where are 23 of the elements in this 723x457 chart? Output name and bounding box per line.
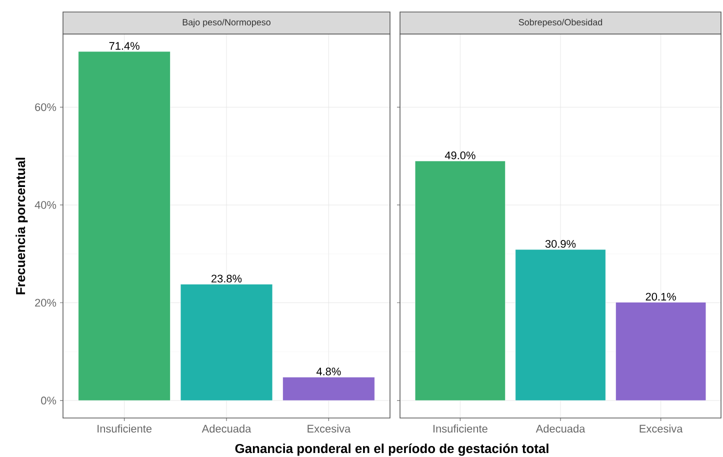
data-label: 20.1% — [646, 292, 676, 301]
y-axis-title: Frecuencia porcentual — [16, 158, 28, 294]
x-tick-label: Insuficiente — [98, 424, 152, 433]
y-tick-label: 60% — [35, 103, 56, 112]
data-label: 30.9% — [545, 240, 576, 248]
y-tick-label: 40% — [34, 201, 56, 209]
data-label: 23.8% — [212, 274, 242, 282]
chart-title: Bajo peso/Normopeso — [182, 18, 270, 28]
x-tick-label: Adecuada — [202, 424, 252, 433]
y-tick-label: 0% — [41, 396, 56, 404]
x-tick-label: Excesiva — [308, 424, 351, 433]
data-label: 4.8% — [316, 368, 341, 376]
bar — [78, 51, 170, 401]
x-tick-label: Adecuada — [536, 424, 586, 433]
data-label: 49.0% — [444, 152, 476, 160]
x-tick-label: Insuficiente — [433, 424, 488, 433]
y-tick-label: 20% — [35, 298, 56, 307]
x-tick-label: Excesiva — [640, 424, 683, 433]
x-axis-title: Ganancia ponderal en el período de gestación total — [235, 444, 548, 456]
data-label: 71.4% — [109, 42, 140, 50]
bar — [282, 376, 375, 401]
chart-title: Sobrepeso/Obesidad — [518, 18, 602, 28]
bar — [180, 284, 273, 401]
